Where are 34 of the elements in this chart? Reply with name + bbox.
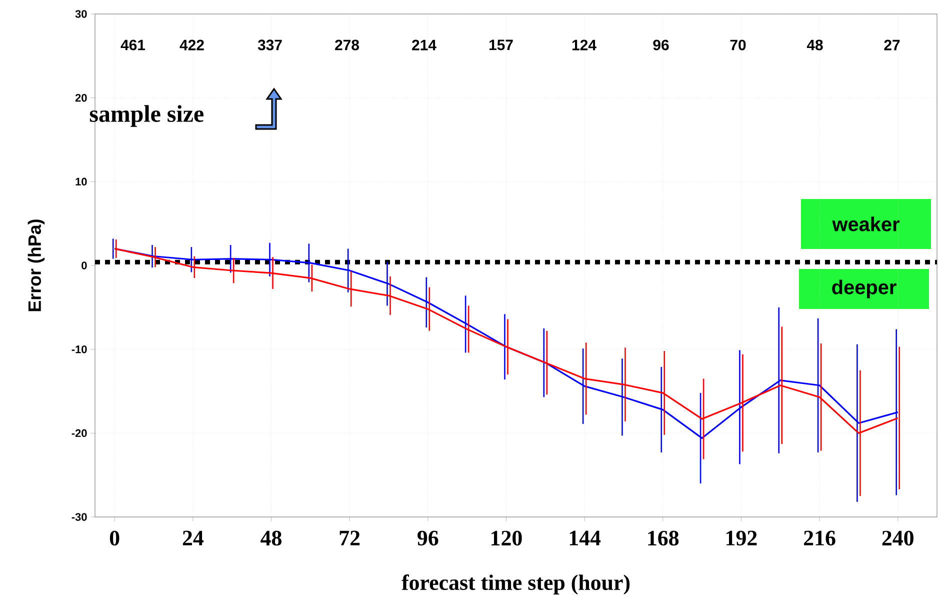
y-tick-label: 30 [75, 10, 87, 18]
x-tick-label: 144 [570, 530, 601, 546]
x-tick-label: 72 [340, 530, 360, 546]
annotation: 96 [653, 40, 669, 50]
y-tick-label: -20 [72, 429, 87, 438]
x-tick-label: 48 [260, 530, 282, 546]
annotation: 157 [489, 40, 513, 50]
x-tick-label: 192 [726, 530, 757, 546]
x-axis-title: forecast time step (hour) [402, 574, 630, 594]
annotation: 48 [806, 40, 823, 50]
y-tick-label: 10 [76, 178, 87, 186]
annotation: 337 [258, 40, 282, 50]
annotation: 214 [412, 40, 436, 50]
y-tick-label: -10 [72, 345, 87, 354]
annotation: weaker [832, 216, 900, 232]
x-tick-label: 240 [882, 530, 914, 546]
annotation: 124 [572, 40, 596, 50]
x-tick-label: 96 [418, 530, 438, 546]
y-tick-label: 20 [75, 94, 87, 102]
y-tick-label: 0 [82, 262, 87, 270]
x-tick-label: 168 [648, 530, 679, 546]
annotation: sample size [90, 105, 204, 127]
annotation: 461 [120, 40, 146, 50]
x-tick-label: 24 [182, 530, 204, 546]
x-tick-label: 120 [492, 530, 522, 546]
annotation: 27 [884, 40, 900, 50]
annotation: 278 [335, 40, 359, 50]
y-tick-label: -30 [72, 513, 87, 521]
y-axis-title: Error (hPa) [28, 220, 45, 312]
annotation: 70 [730, 40, 746, 50]
annotation: 422 [180, 40, 204, 50]
x-tick-label: 216 [804, 530, 836, 546]
annotation: deeper [832, 280, 896, 298]
x-tick-label: 0 [110, 530, 120, 546]
